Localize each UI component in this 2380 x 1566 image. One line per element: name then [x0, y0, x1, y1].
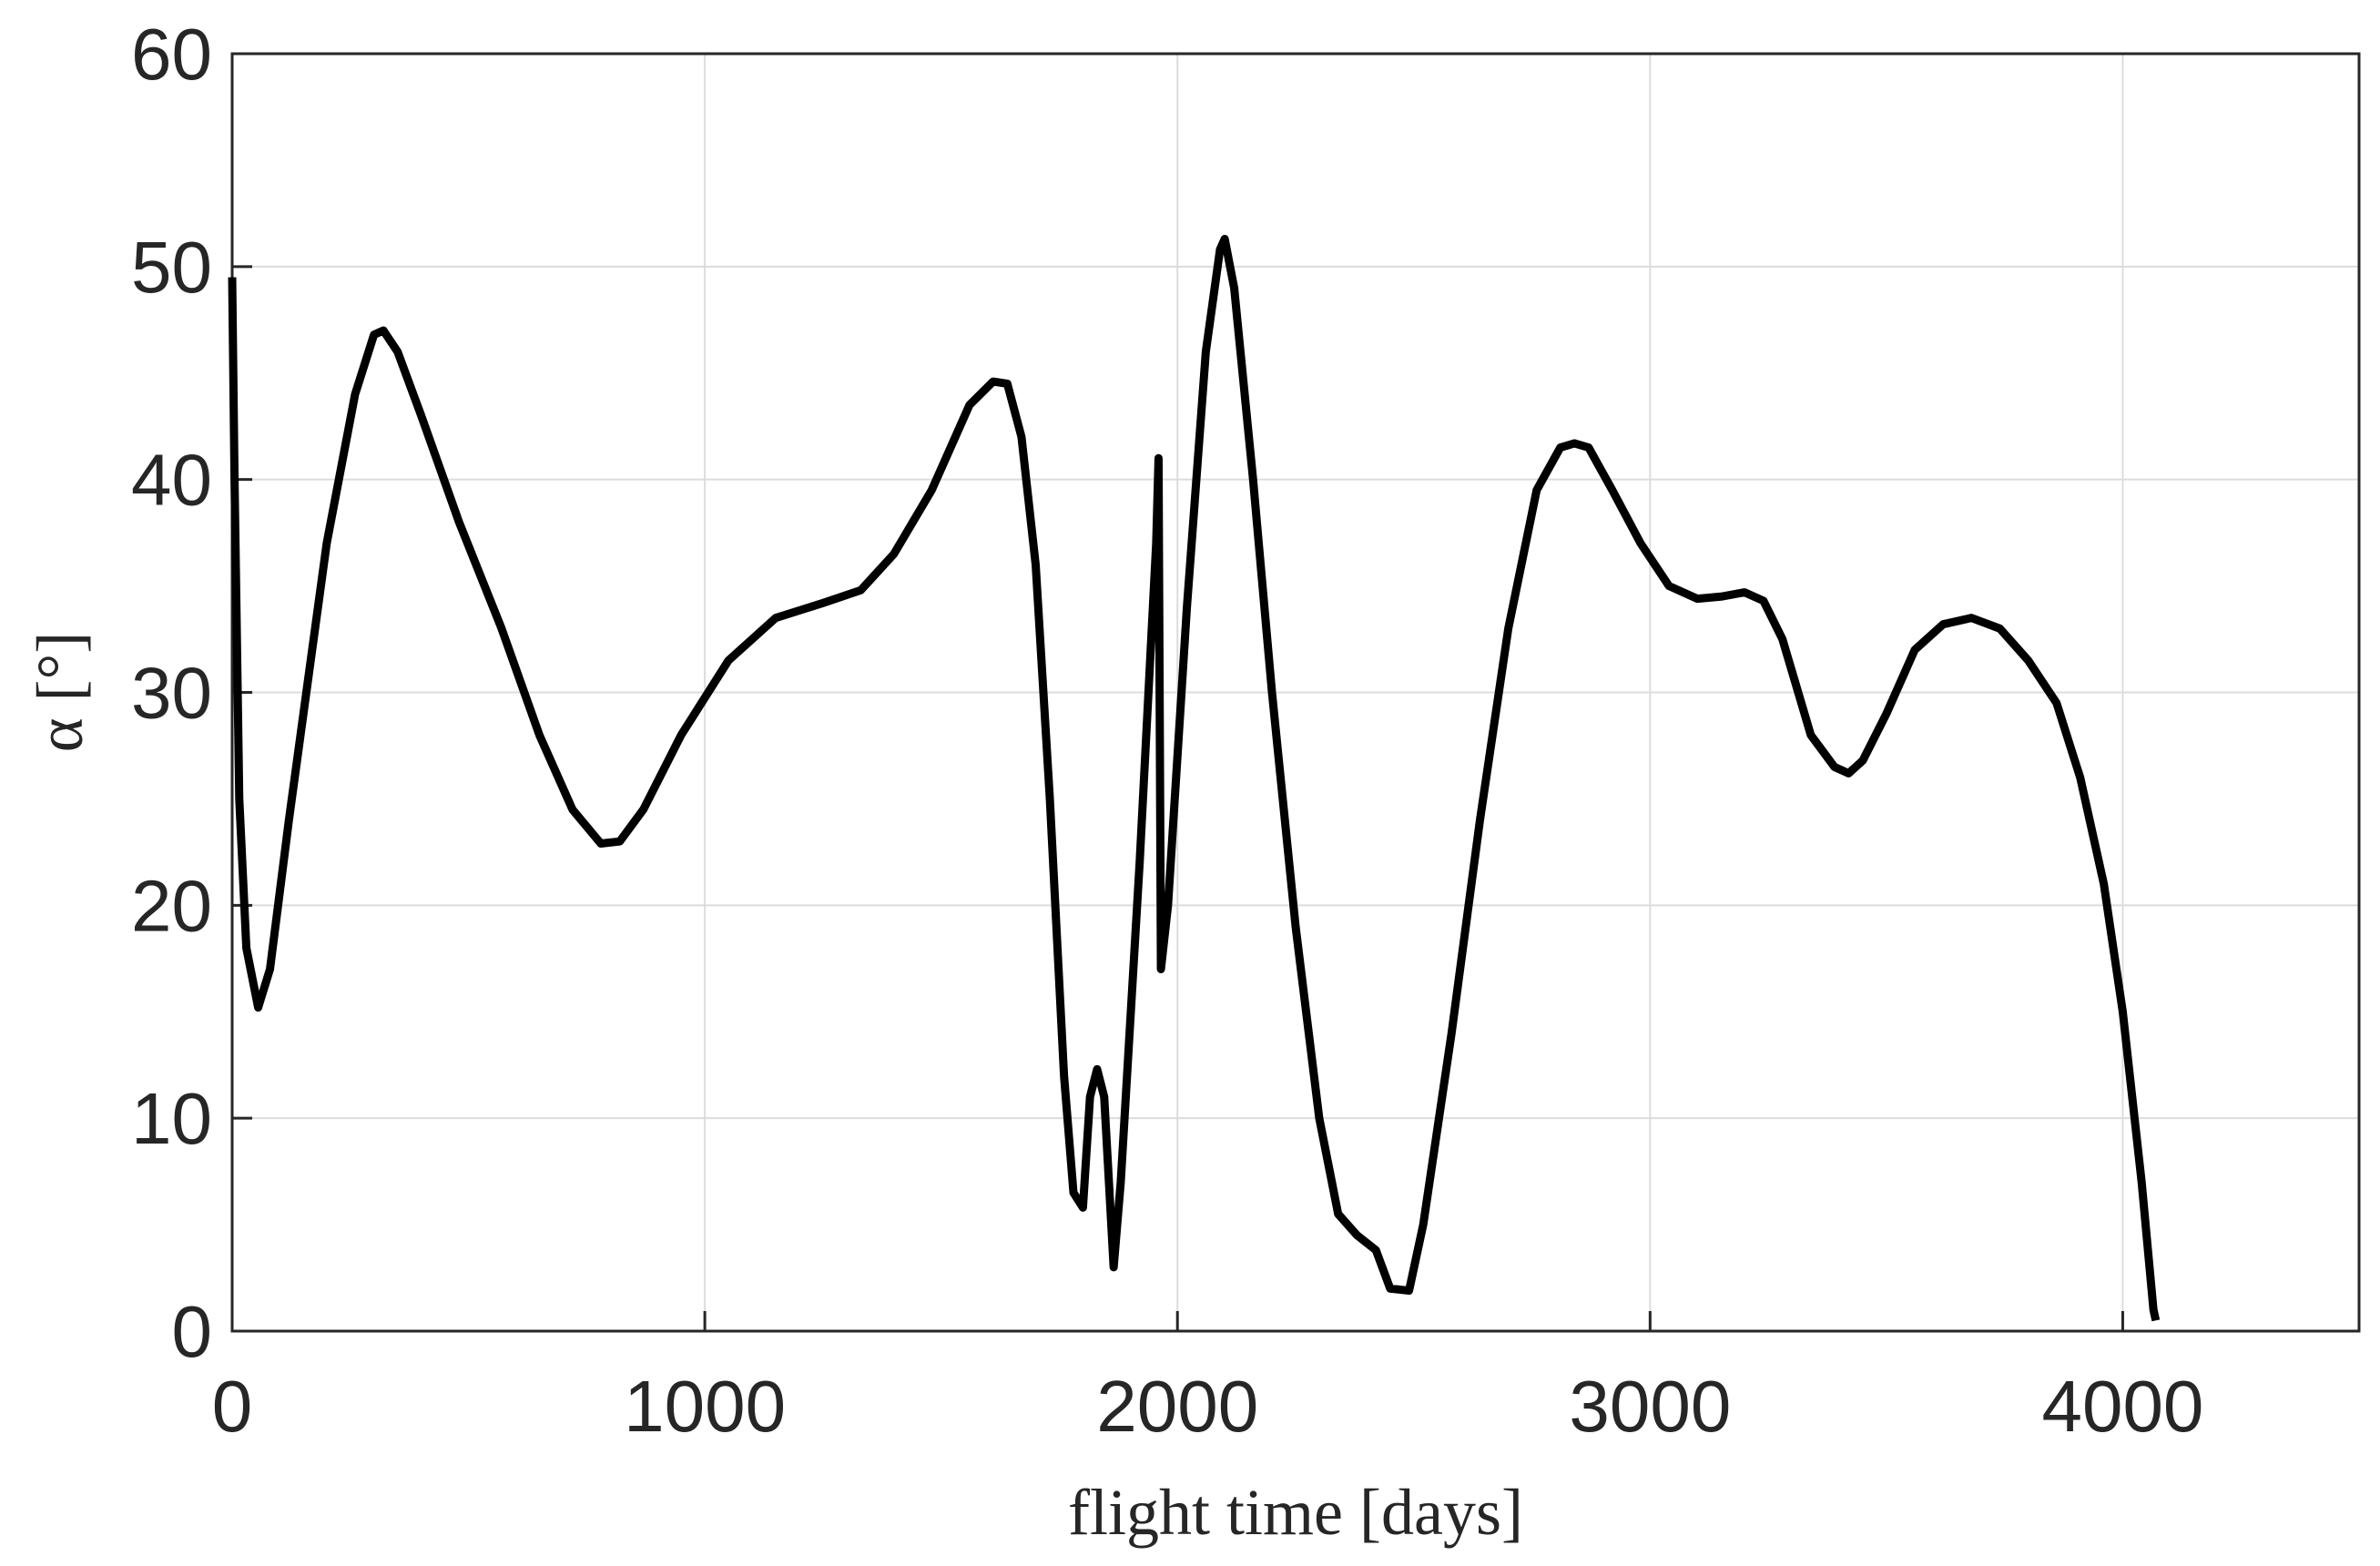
- y-tick-label: 30: [131, 653, 212, 734]
- data-line: [228, 234, 2161, 1322]
- y-tick-label: 20: [131, 865, 212, 946]
- plot-frame: [230, 52, 2361, 1333]
- x-tick-label: 4000: [2041, 1366, 2203, 1447]
- y-tick-label: 40: [131, 440, 212, 521]
- x-tick-label: 2000: [1096, 1366, 1258, 1447]
- x-tick-label: 3000: [1569, 1366, 1731, 1447]
- x-tick-label: 1000: [624, 1366, 786, 1447]
- y-tick-label: 50: [131, 227, 212, 308]
- y-tick-label: 0: [172, 1291, 213, 1372]
- y-tick-label: 10: [131, 1078, 212, 1159]
- y-tick-label: 60: [131, 14, 212, 95]
- x-axis-label: flight time [days]: [1068, 1476, 1523, 1549]
- x-tick-label: 0: [212, 1366, 253, 1447]
- y-axis-label: α [°]: [24, 632, 97, 752]
